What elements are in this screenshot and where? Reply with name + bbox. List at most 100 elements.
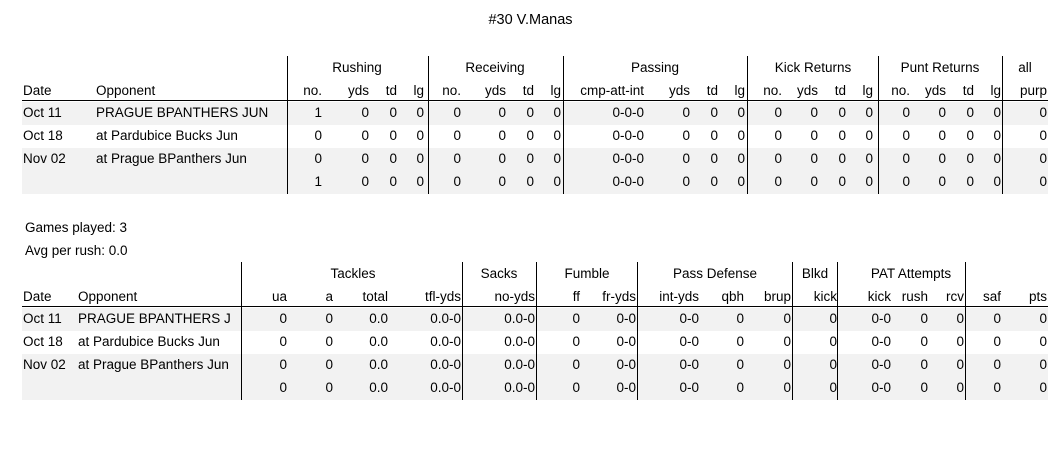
offense-cell: Oct 11: [23, 105, 62, 120]
offense-cell: 1: [314, 105, 322, 120]
defense-cell: 0-0: [616, 334, 636, 349]
defense-total-cell: 0: [920, 380, 928, 395]
defense-total-cell: 0: [783, 380, 791, 395]
defense-col-header: saf: [982, 289, 1001, 304]
offense-col-header: yds: [484, 83, 506, 98]
offense-col-header: yds: [924, 83, 946, 98]
offense-total-cell: 0: [416, 174, 424, 189]
offense-cell: 0: [737, 151, 745, 166]
defense-cell: 0: [572, 357, 580, 372]
offense-cell: 0: [865, 151, 873, 166]
offense-total-cell: 0: [966, 174, 974, 189]
offense-cell: Oct 18: [23, 128, 63, 143]
offense-cell: 0: [938, 128, 946, 143]
offense-group-punt: Punt Returns: [900, 60, 980, 75]
defense-group-blkd: Blkd: [801, 266, 829, 281]
offense-cell: 0: [553, 105, 561, 120]
offense-cell: 0: [453, 151, 461, 166]
defense-cell: 0: [325, 334, 333, 349]
defense-cell: 0: [279, 357, 287, 372]
defense-col-header: qbh: [721, 289, 744, 304]
defense-cell: 0: [783, 357, 791, 372]
defense-cell: 0: [736, 357, 744, 372]
offense-cell: 0: [453, 128, 461, 143]
offense-col-header: lg: [550, 83, 561, 98]
offense-row-bg-0: [22, 102, 1048, 125]
offense-col-header: no.: [442, 83, 461, 98]
offense-cell: 0: [553, 128, 561, 143]
defense-cell: 0: [783, 311, 791, 326]
offense-cell: 0: [416, 151, 424, 166]
offense-col-divider: [428, 56, 429, 194]
offense-cell: 0: [1039, 128, 1047, 143]
offense-cell: at Prague BPanthers Jun: [96, 151, 247, 166]
defense-cell: 0-0: [679, 357, 699, 372]
defense-col-header: rush: [901, 289, 928, 304]
offense-cell: 0: [682, 105, 690, 120]
offense-total-cell: 1: [314, 174, 322, 189]
offense-total-cell: 0-0-0: [612, 174, 644, 189]
offense-col-header: no.: [303, 83, 322, 98]
defense-total-cell: 0-0: [871, 380, 891, 395]
offense-group-all: all: [1018, 60, 1032, 75]
defense-cell: 0.0-0: [504, 357, 535, 372]
offense-col-divider: [563, 56, 564, 194]
page-title: #30 V.Manas: [488, 12, 573, 28]
offense-cell: 0: [966, 151, 974, 166]
offense-cell: PRAGUE BPANTHERS JUN: [96, 105, 269, 120]
defense-total-cell: 0-0: [679, 380, 699, 395]
offense-total-cell: 0: [774, 174, 782, 189]
defense-col-divider: [462, 262, 463, 400]
offense-col-header: yds: [796, 83, 818, 98]
offense-cell: 0: [993, 105, 1001, 120]
defense-col-header: rcv: [946, 289, 964, 304]
offense-col-header: lg: [862, 83, 873, 98]
offense-total-cell: 0: [453, 174, 461, 189]
avg-per-rush-note: Avg per rush: 0.0: [25, 243, 128, 258]
offense-cell: 0: [902, 105, 910, 120]
defense-cell: 0.0-0: [504, 334, 535, 349]
offense-cell: 0: [810, 105, 818, 120]
defense-cell: 0: [279, 334, 287, 349]
defense-cell: 0.0: [369, 311, 388, 326]
defense-cell: at Prague BPanthers Jun: [78, 357, 229, 372]
offense-col-divider: [747, 56, 748, 194]
offense-cell: 0: [710, 105, 718, 120]
defense-row-bg-0: [22, 308, 1048, 331]
offense-cell: 0: [314, 128, 322, 143]
offense-cell: 0: [737, 128, 745, 143]
offense-cell: 0: [737, 105, 745, 120]
offense-col-header: no.: [891, 83, 910, 98]
offense-col-header: Date: [23, 83, 52, 98]
defense-cell: at Pardubice Bucks Jun: [78, 334, 220, 349]
offense-cell: 0: [416, 105, 424, 120]
offense-cell: 0: [682, 128, 690, 143]
offense-cell: 0: [810, 151, 818, 166]
defense-col-divider: [965, 262, 966, 400]
defense-cell: 0: [993, 334, 1001, 349]
defense-cell: 0-0: [871, 334, 891, 349]
defense-total-cell: 0: [736, 380, 744, 395]
defense-row-bg-1: [22, 331, 1048, 354]
defense-group-sacks: Sacks: [480, 266, 518, 281]
offense-group-rushing: Rushing: [332, 60, 382, 75]
offense-col-header: lg: [990, 83, 1001, 98]
defense-cell: Oct 18: [23, 334, 63, 349]
offense-total-cell: 0: [498, 174, 506, 189]
defense-col-header: kick: [813, 289, 837, 304]
offense-cell: 0: [902, 128, 910, 143]
defense-col-header: ff: [572, 289, 580, 304]
offense-col-header: lg: [734, 83, 745, 98]
defense-col-header: total: [362, 289, 388, 304]
offense-total-cell: 0: [1039, 174, 1047, 189]
defense-cell: 0: [736, 334, 744, 349]
defense-cell: 0-0: [679, 334, 699, 349]
defense-total-cell: 0.0-0: [504, 380, 535, 395]
defense-cell: 0: [1039, 357, 1047, 372]
offense-row-bg-1: [22, 125, 1048, 148]
defense-group-tackles: Tackles: [330, 266, 376, 281]
offense-cell: Nov 02: [23, 151, 66, 166]
offense-cell: 0: [314, 151, 322, 166]
offense-col-header: Opponent: [96, 83, 156, 98]
offense-cell: 0: [1039, 105, 1047, 120]
